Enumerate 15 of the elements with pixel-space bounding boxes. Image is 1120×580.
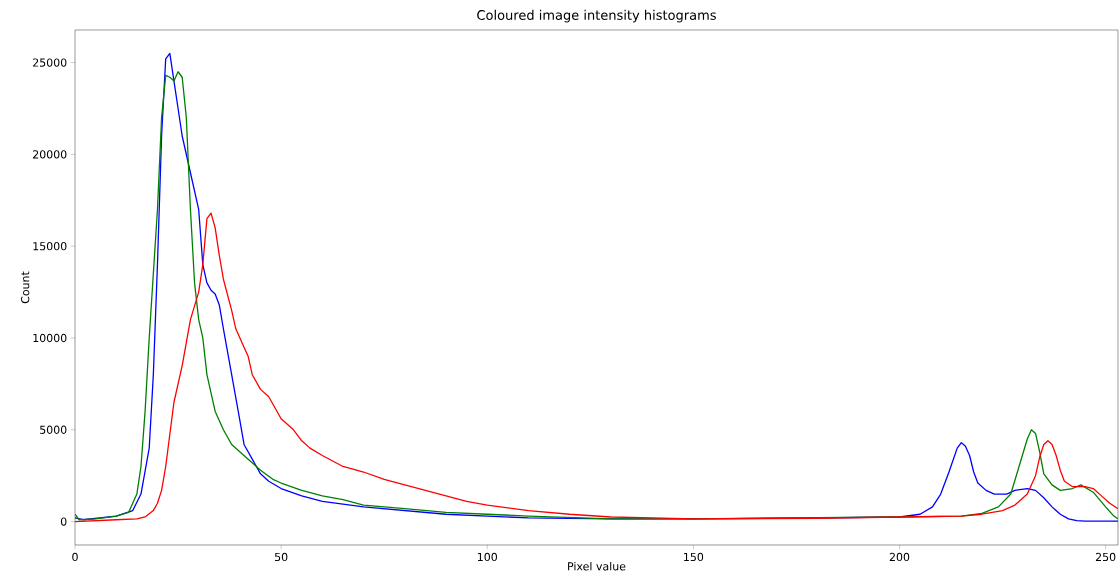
x-tick-label: 200 bbox=[889, 552, 910, 562]
x-tick-label: 250 bbox=[1095, 552, 1116, 562]
x-axis-title: Pixel value bbox=[568, 561, 626, 571]
x-tick-label: 150 bbox=[684, 552, 704, 562]
y-tick-label: 20000 bbox=[33, 150, 67, 159]
y-tick-label: 0 bbox=[60, 517, 67, 526]
x-tick-label: 0 bbox=[72, 552, 78, 562]
x-tick-label: 50 bbox=[274, 552, 288, 562]
y-axis-title: Count bbox=[21, 271, 30, 304]
y-tick-label: 15000 bbox=[33, 242, 67, 251]
y-tick-label: 10000 bbox=[33, 333, 67, 343]
x-tick-label: 100 bbox=[477, 552, 497, 562]
chart-title: Coloured image intensity histograms bbox=[477, 9, 716, 23]
y-tick-label: 25000 bbox=[33, 58, 67, 67]
y-tick-label: 5000 bbox=[40, 425, 67, 434]
